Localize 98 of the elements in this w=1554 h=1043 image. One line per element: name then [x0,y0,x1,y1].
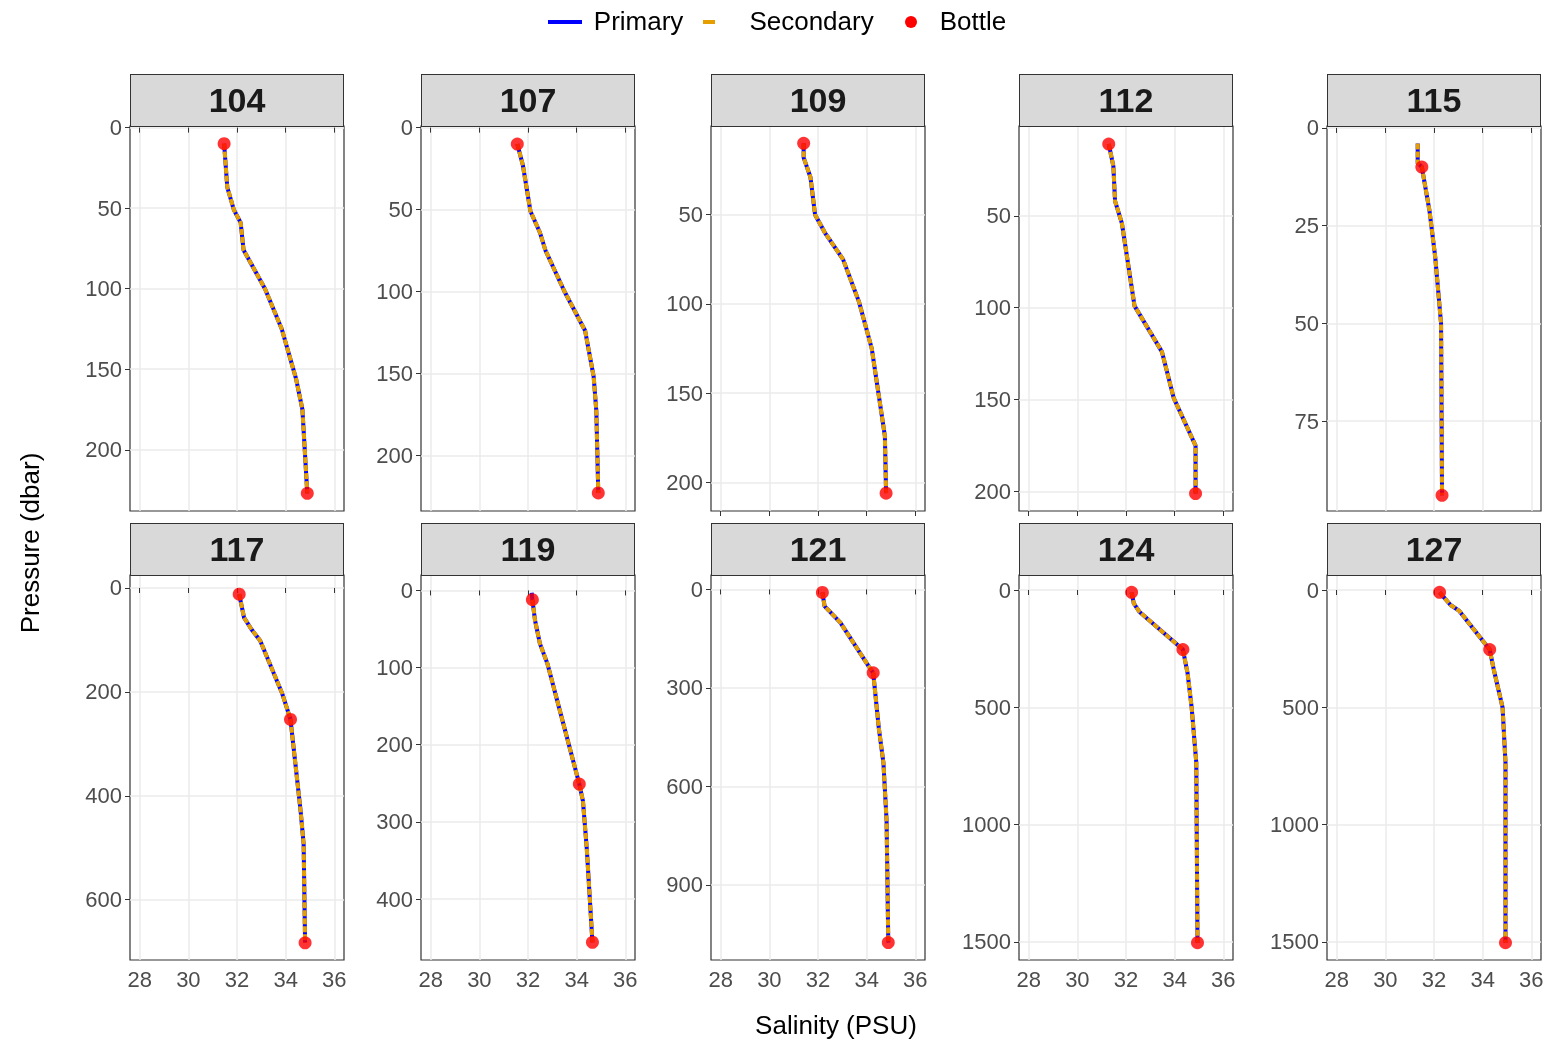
y-tick-label: 75 [1294,408,1319,434]
y-tick-label: 1500 [1270,929,1319,955]
y-tick-label: 150 [974,387,1011,413]
y-tick-label: 0 [109,575,122,601]
chart-title: 121 [711,523,925,576]
y-tick-label: 300 [666,675,703,701]
y-tick-label: 0 [109,115,122,141]
y-tick-label: 200 [974,479,1011,505]
y-tick-label: 0 [1306,577,1319,603]
y-tick-label: 150 [85,356,122,382]
x-tick-label: 36 [1519,966,1544,992]
x-tick-label: 28 [1016,966,1041,992]
x-tick-label: 28 [708,966,733,992]
point [585,935,599,949]
point [1483,643,1497,657]
y-tick-label: 150 [666,380,703,406]
point [1191,936,1204,950]
x-tick-label: 32 [515,966,541,992]
y-tick-label: 200 [376,442,413,468]
x-tick-label: 28 [1324,966,1349,992]
x-tick-label: 28 [127,966,152,992]
y-tick-label: 200 [85,679,122,705]
x-tick-label: 28 [418,966,443,992]
point [815,585,829,599]
y-tick-label: 500 [1282,694,1319,720]
y-tick-label: 200 [85,437,122,463]
legend-label: Secondary [749,6,874,37]
y-tick-label: 200 [376,732,413,758]
y-tick-label: 1000 [1270,812,1319,838]
y-axis-title: Pressure (dbar) [14,452,46,634]
y-tick-label: 500 [974,694,1011,720]
point [525,593,539,607]
x-tick-label: 30 [1065,966,1090,992]
point [881,936,895,950]
y-tick-label: 100 [376,655,413,681]
x-tick-label: 32 [224,966,250,992]
y-tick-label: 50 [388,197,413,223]
point [572,777,586,791]
y-tick-label: 1500 [962,929,1011,955]
x-tick-label: 36 [322,966,347,992]
x-tick-label: 32 [805,966,831,992]
chart-title: 107 [421,74,635,127]
legend-label: Primary [593,6,684,37]
x-tick-label: 32 [1113,966,1139,992]
x-tick-label: 34 [1470,966,1495,992]
point [1125,585,1139,599]
y-tick-label: 400 [376,886,413,912]
x-tick-label: 30 [757,966,782,992]
y-tick-label: 900 [666,872,703,898]
y-tick-label: 100 [376,278,413,304]
point [284,712,297,726]
x-tick-label: 34 [273,966,298,992]
y-tick-label: 100 [85,276,122,302]
y-tick-label: 100 [974,295,1011,321]
y-tick-label: 600 [85,887,122,913]
y-tick-label: 100 [666,291,703,317]
y-tick-label: 50 [1294,310,1319,336]
x-tick-label: 30 [1373,966,1398,992]
x-tick-label: 34 [564,966,589,992]
y-tick-label: 400 [85,783,122,809]
chart-title: 119 [421,523,635,576]
x-tick-label: 34 [854,966,879,992]
y-tick-label: 0 [400,577,413,603]
point [1499,936,1512,950]
point [1433,585,1447,599]
y-tick-label: 50 [678,202,703,228]
chart-title: 115 [1327,74,1541,127]
chart-title: 104 [130,74,344,127]
chart-title: 127 [1327,523,1541,576]
x-axis-title: Salinity (PSU) [755,1009,917,1041]
y-tick-label: 0 [400,115,413,141]
chart-title: 117 [130,523,344,576]
x-tick-label: 36 [613,966,638,992]
point [866,666,880,680]
y-tick-label: 25 [1294,213,1319,239]
y-tick-label: 600 [666,773,703,799]
x-tick-label: 32 [1421,966,1447,992]
point [1176,643,1190,657]
y-tick-label: 50 [986,203,1011,229]
chart-title: 112 [1019,74,1233,127]
y-tick-label: 300 [376,809,413,835]
y-tick-label: 150 [376,360,413,386]
y-tick-label: 50 [97,195,122,221]
y-tick-label: 0 [690,576,703,602]
point [232,587,246,601]
y-tick-label: 200 [666,469,703,495]
x-tick-label: 36 [1211,966,1236,992]
x-tick-label: 34 [1162,966,1187,992]
chart-title: 109 [711,74,925,127]
x-tick-label: 36 [903,966,928,992]
point [298,936,312,950]
y-tick-label: 1000 [962,812,1011,838]
x-tick-label: 30 [467,966,492,992]
chart-title: 124 [1019,523,1233,576]
x-tick-label: 30 [176,966,201,992]
y-tick-label: 0 [998,577,1011,603]
y-tick-label: 0 [1306,115,1319,141]
legend-label: Bottle [939,6,1007,37]
